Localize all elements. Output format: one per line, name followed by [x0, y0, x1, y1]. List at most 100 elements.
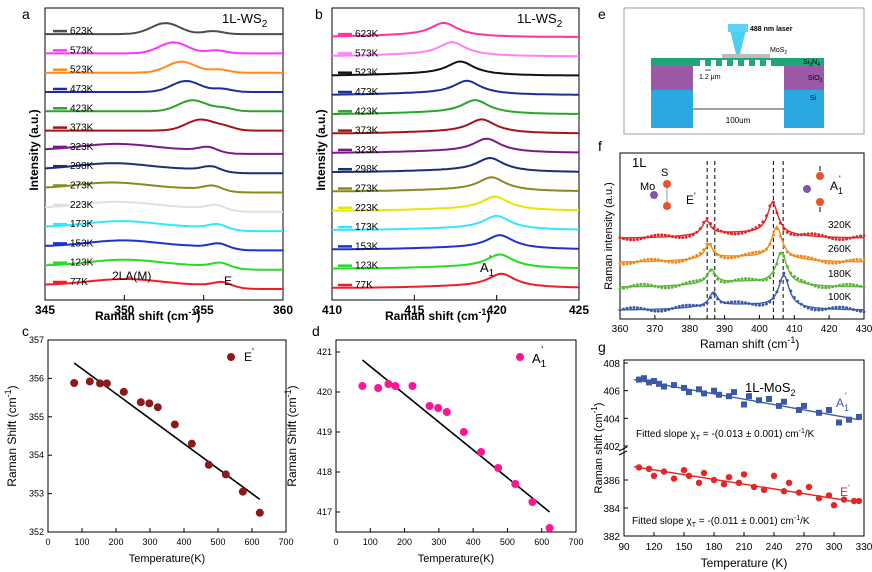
panel-f-data-point [775, 211, 779, 215]
c-data-point [145, 399, 154, 408]
panel-g-ytick-label: 386 [603, 476, 620, 487]
panel-f-data-point [859, 258, 862, 262]
panel-f-data-point [712, 249, 716, 253]
laser-head [728, 24, 748, 32]
panel-f-xtick-label: 370 [647, 324, 664, 335]
panel-g-e-point [785, 479, 793, 486]
panel-f-data-point [768, 276, 772, 280]
panel-f-data-point [649, 309, 653, 313]
panel-a-curves: 623K 573K 523K 473K 423K 373K 323K 298K 273K 223K… [44, 22, 283, 290]
d-data-point [391, 382, 400, 390]
panel-g-e-point [850, 497, 858, 505]
panel-f-data-point [719, 229, 723, 233]
panel-g-ylabel: Raman shift (cm-1) [590, 403, 605, 494]
panel-g-e-point [735, 479, 743, 486]
panel-a-xtick-label: 360 [273, 303, 293, 317]
panel-f-data-point [702, 277, 706, 281]
panel-b-series-label-473K: 473K [355, 87, 379, 98]
mos2-label: MoS2 [770, 47, 787, 56]
panel-f-xtick-label: 400 [751, 324, 768, 335]
panel-f-data-point [618, 308, 622, 312]
panel-f-data-point [677, 260, 681, 264]
panel-f-data-point [754, 226, 758, 230]
c-ytick-label: 353 [29, 489, 44, 499]
panel-f-data-point [646, 257, 650, 261]
panel-b-series-label-273K: 273K [355, 184, 379, 195]
panel-f-data-point [740, 300, 744, 304]
panel-f-data-point [848, 236, 852, 240]
panel-f-data-point [754, 278, 758, 282]
c-xtick-label: 0 [45, 537, 50, 547]
sio2-label: SiO2 [808, 75, 823, 84]
panel-f-data-point [642, 282, 646, 286]
panel-f-data-point [667, 260, 671, 264]
panel-f-data-point [775, 227, 779, 230]
panel-g-ytick-label: 402 [603, 442, 620, 453]
panel-f-data-point [845, 306, 849, 310]
panel-f-data-point [733, 232, 737, 236]
panel-f-data-point [827, 236, 831, 240]
panel-f-data-point [719, 280, 723, 284]
panel-f-data-point [629, 261, 632, 265]
panel-a-series-label-153K: 153K [70, 238, 94, 249]
panel-a-curve-523K [45, 60, 283, 74]
panel-f-data-point [827, 306, 831, 310]
panel-c-ylabel: Raman Shift (cm-1) [3, 385, 19, 486]
panel-f-data-point [813, 257, 817, 261]
laser-label: 488 nm laser [750, 26, 793, 33]
panel-f-data-point [831, 237, 835, 241]
panel-b-curve-473K [332, 79, 579, 96]
laser-beam [730, 30, 746, 54]
panel-f-data-point [656, 285, 660, 289]
panel-g-ytick-label: 384 [603, 504, 620, 515]
panel-f-data-point [646, 235, 650, 239]
panel-b-xticks: 410 415 420 425 [322, 295, 589, 317]
panel-g-a1-point [766, 396, 772, 402]
panel-f-data-point [789, 232, 793, 236]
panel-a-series-label-77K: 77K [70, 277, 88, 288]
panel-g-e-point [830, 502, 838, 509]
panel-f-data-point [726, 231, 730, 235]
panel-g-a1-point [636, 376, 642, 383]
panel-a-series-label-473K: 473K [70, 84, 94, 95]
c-data-point [119, 387, 128, 396]
panel-f-data-point [824, 286, 828, 290]
panel-g-xtick-label: 150 [676, 542, 693, 553]
panel-g-e-point [750, 483, 758, 491]
panel-a-peak-2la: 2LA(M) [112, 269, 151, 283]
panel-d-scatter: 0 100 200 300 400 500 600 700 417 418 419 420 421 A1… [283, 339, 584, 565]
panel-g-ytick-label: 408 [603, 359, 620, 370]
panel-f-data-point [695, 279, 699, 283]
panel-f-data-point [681, 304, 685, 308]
panel-f-data-point [698, 251, 702, 255]
panel-f-data-point [674, 235, 678, 239]
panel-b-title: 1L-WS2 [517, 11, 563, 30]
panel-g-e-point [645, 465, 653, 472]
panel-f-data-point [639, 259, 643, 263]
panel-f-data-point [768, 204, 772, 208]
panel-f-data-point [719, 300, 723, 304]
panel-f-data-point [754, 303, 758, 307]
panel-a-title: 1L-WS2 [222, 11, 268, 30]
panel-f-data-point [778, 221, 782, 225]
sin-label: Si3N4 [803, 59, 820, 68]
d-ytick-label: 417 [317, 507, 332, 517]
panel-f-fit-curve-180K [620, 251, 864, 288]
panel-b-xtick-label: 425 [569, 303, 589, 317]
panel-f-data-point [629, 238, 632, 242]
panel-f-data-point [834, 237, 838, 241]
panel-a-series-label-223K: 223K [70, 200, 94, 211]
panel-f-data-point [796, 277, 800, 281]
panel-g-e-point [825, 492, 833, 499]
panel-f-data-point [670, 235, 674, 238]
panel-f-data-point [771, 233, 775, 237]
panel-f-data-point [681, 236, 685, 240]
panel-letter-f: f [598, 138, 602, 154]
panel-b-series-label-173K: 173K [355, 222, 379, 233]
panel-g-e-point [855, 497, 863, 505]
panel-f-data-point [660, 233, 664, 237]
panel-g-a1-point [781, 398, 787, 405]
panel-g-title: 1L-MoS2 [745, 380, 796, 398]
panel-f-data-point [625, 237, 629, 241]
d-data-point [374, 384, 383, 392]
